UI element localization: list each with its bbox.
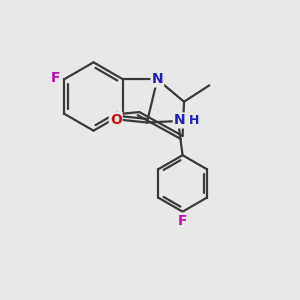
Text: F: F [51,71,60,85]
Text: H: H [188,114,199,127]
Text: F: F [178,214,187,228]
Text: N: N [152,72,163,86]
Text: N: N [174,113,185,128]
Text: O: O [110,112,122,127]
